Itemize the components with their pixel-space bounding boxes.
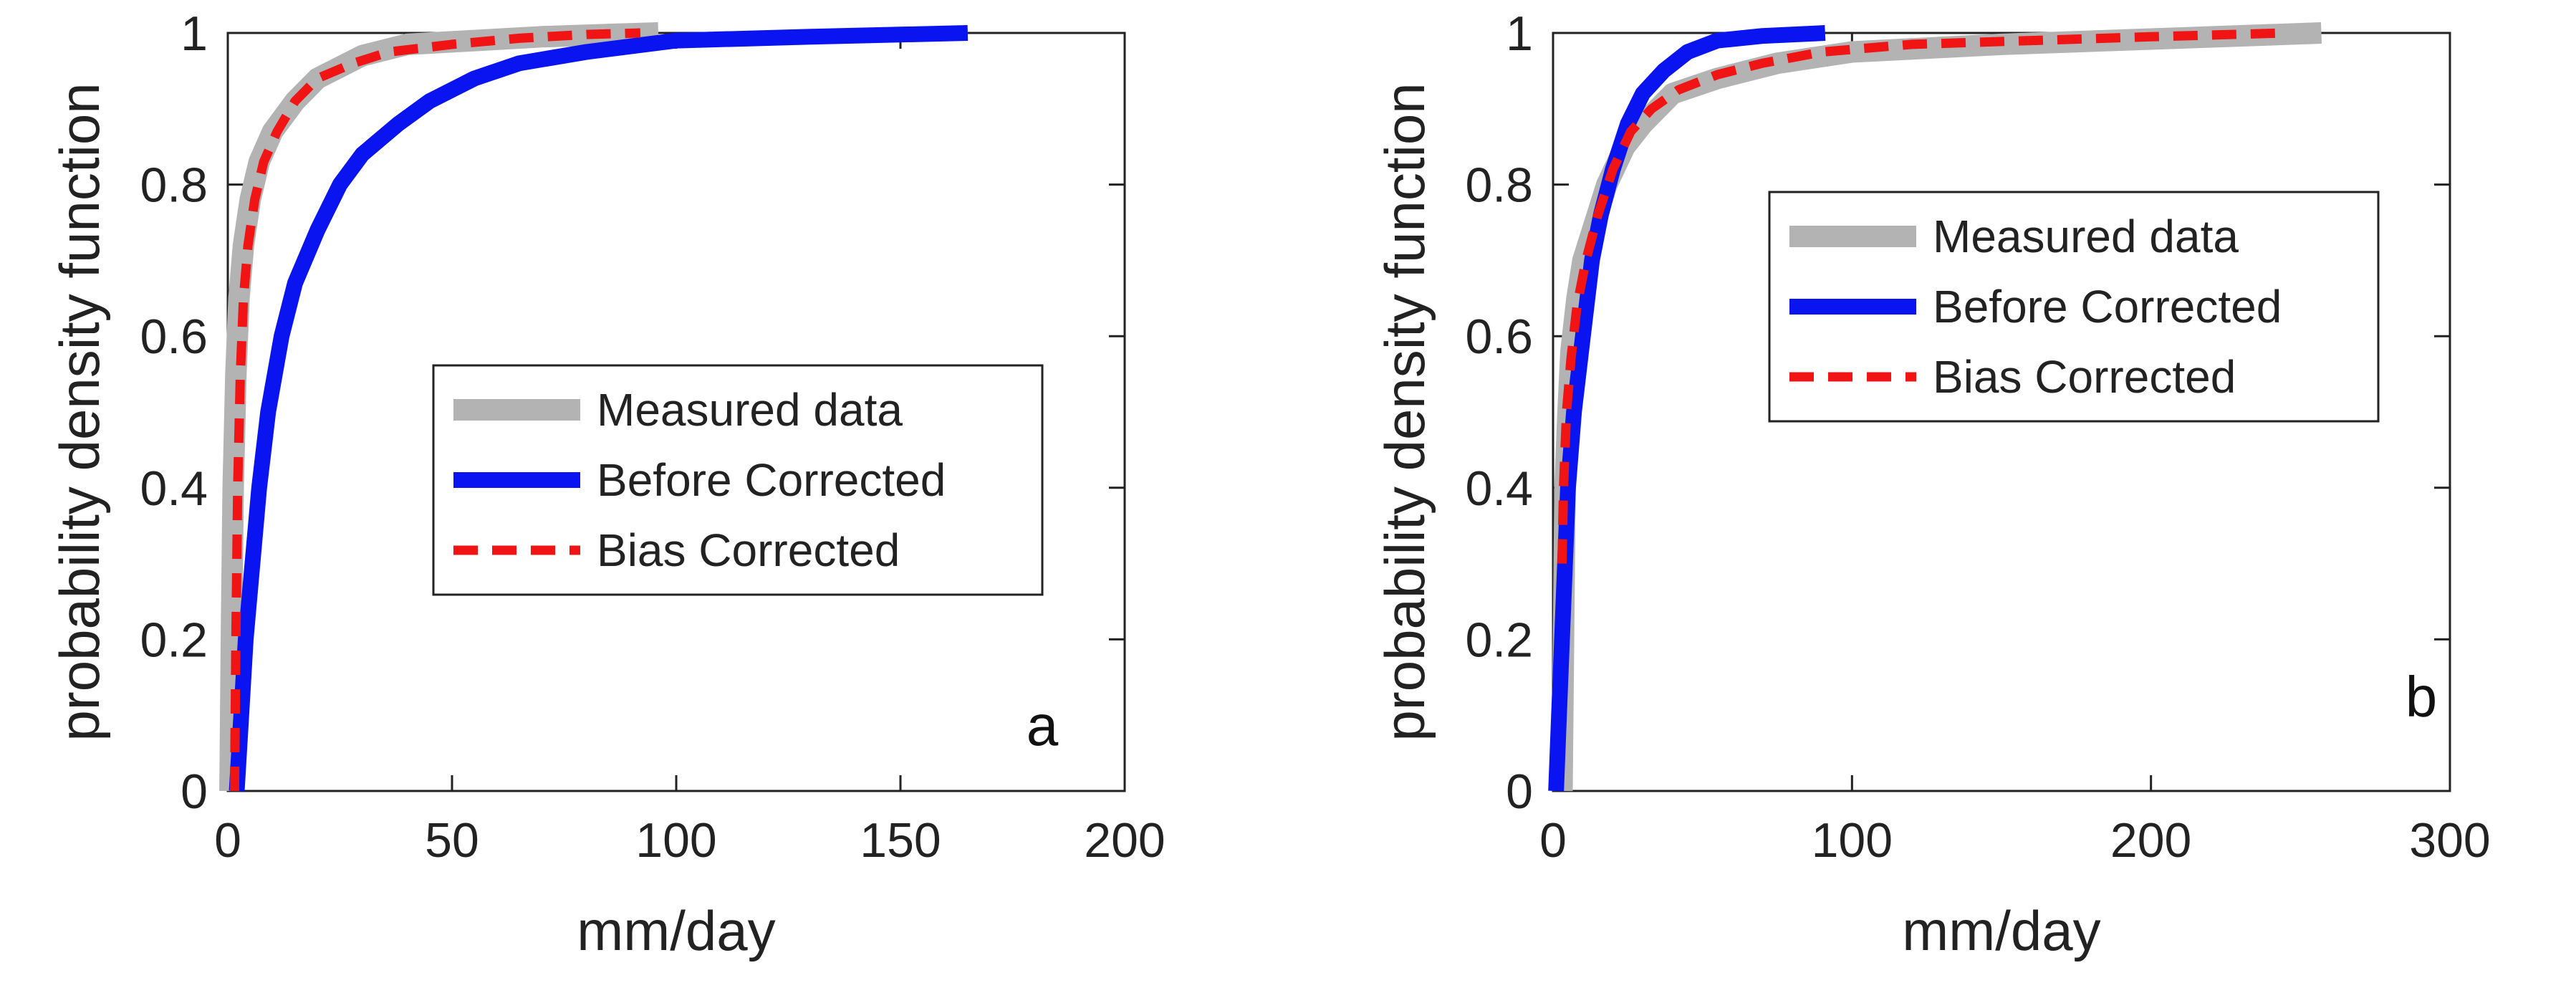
panel-label: a xyxy=(1027,694,1059,757)
y-tick-label: 0.6 xyxy=(1465,310,1533,364)
y-axis-title: probability density function xyxy=(1373,82,1436,741)
y-tick-label: 0.2 xyxy=(1465,613,1533,667)
x-tick-label: 200 xyxy=(1084,813,1165,868)
series-line-bias-corrected xyxy=(1557,28,2286,564)
legend-label: Bias Corrected xyxy=(597,524,900,576)
series-line-before-corrected xyxy=(229,25,969,792)
x-axis-title: mm/day xyxy=(1902,899,2100,962)
legend-label: Measured data xyxy=(597,384,903,436)
legend-label: Before Corrected xyxy=(597,454,946,506)
y-tick-label: 1 xyxy=(1506,6,1533,61)
panel-a: 0 50 100 150 200 0 0.2 0.4 0.6 0.8 1 mm/day probabil… xyxy=(48,6,1166,962)
x-tick-label: 0 xyxy=(214,813,241,868)
y-tick-label: 0 xyxy=(1506,764,1533,819)
y-tick-label: 0.8 xyxy=(1465,158,1533,213)
panel-b: 0 100 200 300 0 0.2 0.4 0.6 0.8 1 mm/day probabilit… xyxy=(1373,6,2491,962)
x-tick-label: 200 xyxy=(2110,813,2191,868)
x-tick-label: 150 xyxy=(860,813,941,868)
legend-label: Measured data xyxy=(1933,211,2239,262)
y-tick-label: 0.6 xyxy=(140,310,208,364)
x-tick-label: 50 xyxy=(425,813,479,868)
y-tick-label: 0 xyxy=(181,764,208,819)
y-axis-title: probability density function xyxy=(48,82,111,741)
panel-label: b xyxy=(2406,665,2438,729)
x-tick-label: 0 xyxy=(1539,813,1567,868)
y-tick-label: 0.4 xyxy=(1465,461,1533,516)
y-tick-label: 0.8 xyxy=(140,158,208,213)
x-tick-label: 300 xyxy=(2409,813,2490,868)
x-tick-label: 100 xyxy=(1812,813,1893,868)
y-tick-label: 1 xyxy=(181,6,208,61)
series-line-bias-corrected xyxy=(229,28,641,792)
x-axis-title: mm/day xyxy=(577,899,775,962)
x-tick-label: 100 xyxy=(635,813,716,868)
y-tick-label: 0.2 xyxy=(140,613,208,667)
legend-label: Bias Corrected xyxy=(1933,351,2236,403)
y-tick-label: 0.4 xyxy=(140,461,208,516)
legend-label: Before Corrected xyxy=(1933,281,2282,332)
